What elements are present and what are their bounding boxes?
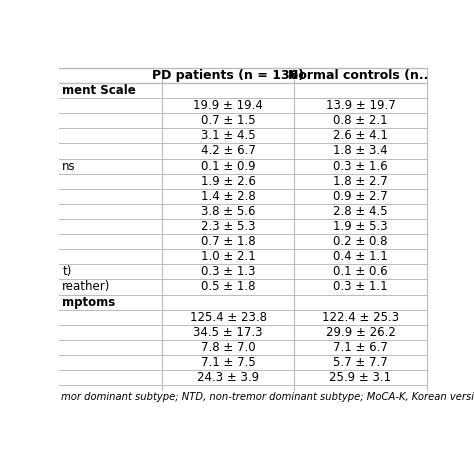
Text: 1.8 ± 3.4: 1.8 ± 3.4 bbox=[333, 145, 388, 157]
Text: 24.3 ± 3.9: 24.3 ± 3.9 bbox=[197, 371, 259, 384]
Text: 2.6 ± 4.1: 2.6 ± 4.1 bbox=[333, 129, 388, 142]
Text: 4.2 ± 6.7: 4.2 ± 6.7 bbox=[201, 145, 255, 157]
Text: 13.9 ± 19.7: 13.9 ± 19.7 bbox=[326, 99, 395, 112]
Text: 1.0 ± 2.1: 1.0 ± 2.1 bbox=[201, 250, 255, 263]
Text: 7.1 ± 7.5: 7.1 ± 7.5 bbox=[201, 356, 255, 369]
Text: 3.8 ± 5.6: 3.8 ± 5.6 bbox=[201, 205, 255, 218]
Text: 2.8 ± 4.5: 2.8 ± 4.5 bbox=[333, 205, 388, 218]
Text: t): t) bbox=[62, 265, 72, 278]
Text: 0.3 ± 1.3: 0.3 ± 1.3 bbox=[201, 265, 255, 278]
Text: 34.5 ± 17.3: 34.5 ± 17.3 bbox=[193, 326, 263, 339]
Text: 19.9 ± 19.4: 19.9 ± 19.4 bbox=[193, 99, 263, 112]
Text: PD patients (n = 136): PD patients (n = 136) bbox=[152, 69, 304, 82]
Text: ment Scale: ment Scale bbox=[62, 84, 136, 97]
Text: 1.4 ± 2.8: 1.4 ± 2.8 bbox=[201, 190, 255, 203]
Text: mptoms: mptoms bbox=[62, 296, 116, 309]
Text: 0.9 ± 2.7: 0.9 ± 2.7 bbox=[333, 190, 388, 203]
Text: 0.7 ± 1.8: 0.7 ± 1.8 bbox=[201, 235, 255, 248]
Text: ns: ns bbox=[62, 160, 76, 173]
Text: 122.4 ± 25.3: 122.4 ± 25.3 bbox=[322, 310, 399, 324]
Text: 25.9 ± 3.1: 25.9 ± 3.1 bbox=[329, 371, 392, 384]
Text: 0.2 ± 0.8: 0.2 ± 0.8 bbox=[333, 235, 388, 248]
Text: 7.1 ± 6.7: 7.1 ± 6.7 bbox=[333, 341, 388, 354]
Text: mor dominant subtype; NTD, non-tremor dominant subtype; MoCA-K, Korean version o: mor dominant subtype; NTD, non-tremor do… bbox=[61, 392, 474, 401]
Text: 0.8 ± 2.1: 0.8 ± 2.1 bbox=[333, 114, 388, 127]
Text: 0.4 ± 1.1: 0.4 ± 1.1 bbox=[333, 250, 388, 263]
Text: 0.1 ± 0.9: 0.1 ± 0.9 bbox=[201, 160, 255, 173]
Text: 7.8 ± 7.0: 7.8 ± 7.0 bbox=[201, 341, 255, 354]
Text: 2.3 ± 5.3: 2.3 ± 5.3 bbox=[201, 220, 255, 233]
Text: 1.8 ± 2.7: 1.8 ± 2.7 bbox=[333, 175, 388, 188]
Text: 3.1 ± 4.5: 3.1 ± 4.5 bbox=[201, 129, 255, 142]
Text: 0.3 ± 1.6: 0.3 ± 1.6 bbox=[333, 160, 388, 173]
Text: 29.9 ± 26.2: 29.9 ± 26.2 bbox=[326, 326, 395, 339]
Text: 125.4 ± 23.8: 125.4 ± 23.8 bbox=[190, 310, 267, 324]
Text: Normal controls (n...: Normal controls (n... bbox=[288, 69, 433, 82]
Text: 0.3 ± 1.1: 0.3 ± 1.1 bbox=[333, 281, 388, 293]
Text: 0.5 ± 1.8: 0.5 ± 1.8 bbox=[201, 281, 255, 293]
Text: reather): reather) bbox=[62, 281, 110, 293]
Text: 0.7 ± 1.5: 0.7 ± 1.5 bbox=[201, 114, 255, 127]
Text: 1.9 ± 5.3: 1.9 ± 5.3 bbox=[333, 220, 388, 233]
Text: 0.1 ± 0.6: 0.1 ± 0.6 bbox=[333, 265, 388, 278]
Text: 1.9 ± 2.6: 1.9 ± 2.6 bbox=[201, 175, 255, 188]
Text: 5.7 ± 7.7: 5.7 ± 7.7 bbox=[333, 356, 388, 369]
